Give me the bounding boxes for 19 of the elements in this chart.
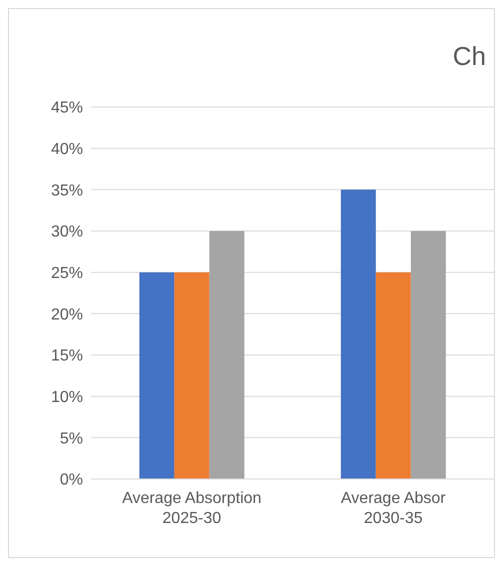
y-tick-label: 35% <box>50 182 83 200</box>
bar <box>209 231 244 479</box>
y-tick-label: 40% <box>50 141 83 158</box>
bar <box>340 190 376 479</box>
y-tick-label: 10% <box>50 389 83 406</box>
bar <box>376 272 411 479</box>
x-tick-label: Average Absorption 2025-30 <box>122 490 262 527</box>
chart-title: Ch <box>452 41 486 72</box>
y-tick-label: 5% <box>60 430 83 448</box>
y-tick-label: 45% <box>50 100 83 117</box>
y-tick-label: 15% <box>50 348 83 365</box>
bar <box>174 272 210 479</box>
x-tick-label: Average Absor 2030-35 <box>340 490 446 527</box>
y-tick-label: 0% <box>60 472 83 489</box>
bar <box>410 231 446 479</box>
y-tick-label: 20% <box>50 306 83 324</box>
y-tick-label: 30% <box>50 224 83 241</box>
y-tick-label: 25% <box>50 265 83 282</box>
bar <box>139 272 174 479</box>
